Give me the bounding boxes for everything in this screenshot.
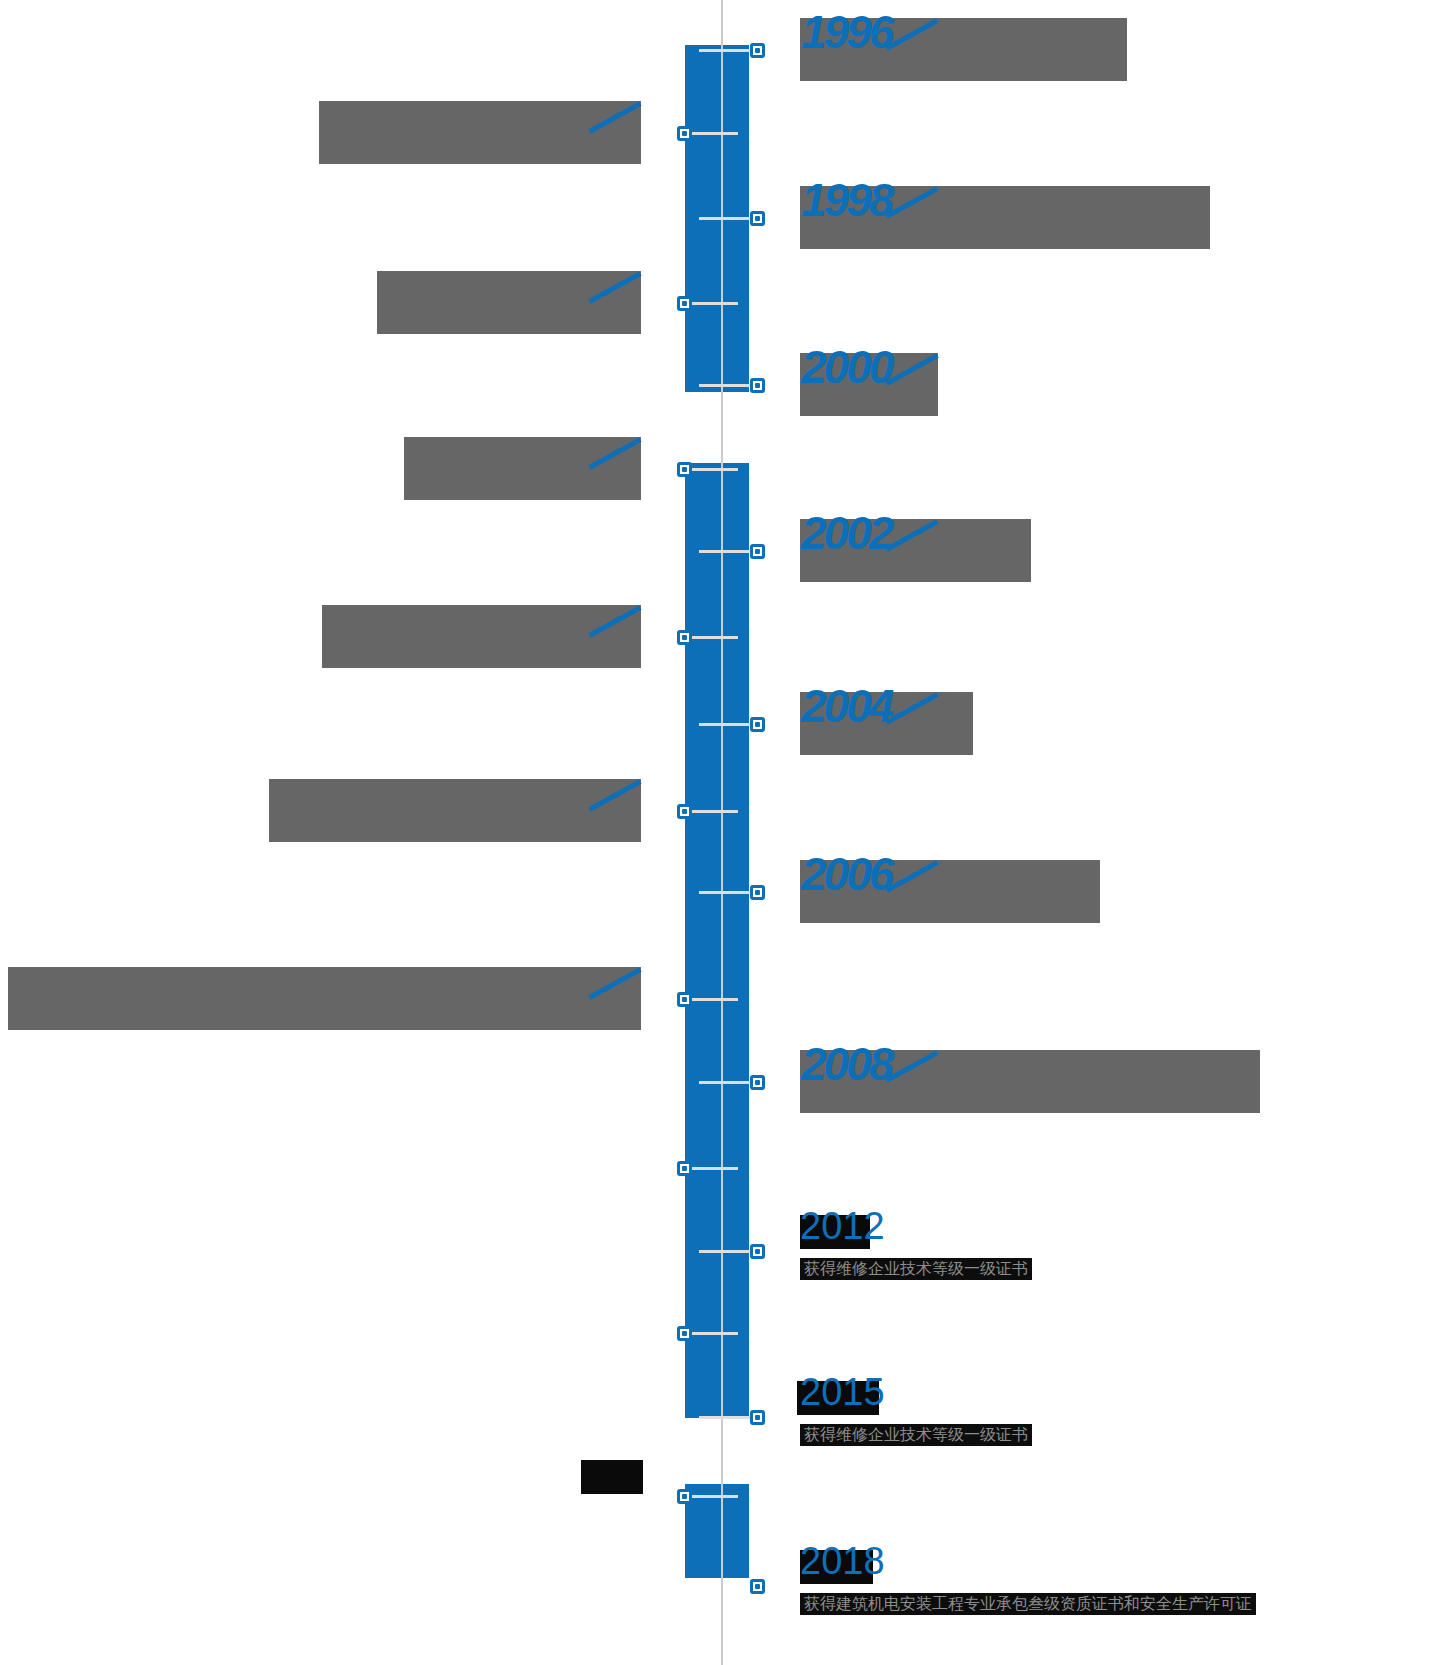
entry-year-label: 2012 [800, 1207, 885, 1245]
entry-connector-line [699, 891, 753, 894]
entry-connector-line [684, 1332, 738, 1335]
entry-marker-icon [677, 1489, 692, 1504]
timeline-bar-segment-3 [685, 1484, 749, 1578]
entry-connector-line [699, 217, 753, 220]
entry-year-label: 2004 [801, 683, 891, 729]
entry-year-label: 2015 [800, 1373, 885, 1411]
entry-connector-line [699, 49, 753, 52]
timeline-bar-segment-2 [685, 463, 749, 1418]
entry-year-label: 2018 [800, 1542, 885, 1580]
entry-marker-icon [750, 1579, 765, 1594]
entry-marker-icon [677, 462, 692, 477]
entry-marker-icon [677, 1161, 692, 1176]
entry-marker-icon [677, 126, 692, 141]
entry-marker-icon [750, 1075, 765, 1090]
year-selection-highlight [581, 1460, 643, 1494]
entry-marker-icon [677, 804, 692, 819]
entry-marker-icon [677, 630, 692, 645]
entry-marker-icon [750, 1410, 765, 1425]
entry-year-label: 2002 [801, 510, 891, 556]
entry-year-label: 2000 [801, 344, 891, 390]
entry-connector-line [699, 550, 753, 553]
entry-year-label: 1998 [801, 177, 891, 223]
entry-connector-line [684, 1495, 738, 1498]
entry-description: 获得建筑机电安装工程专业承包叁级资质证书和安全生产许可证 [800, 1593, 1256, 1615]
entry-connector-line [684, 810, 738, 813]
entry-year-label: 1996 [801, 9, 891, 55]
entry-marker-icon [750, 885, 765, 900]
entry-connector-line [699, 1416, 753, 1419]
entry-description: 获得维修企业技术等级一级证书 [800, 1258, 1032, 1280]
entry-marker-icon [750, 378, 765, 393]
entry-highlight-block [377, 271, 641, 334]
timeline-canvas: 1996 1997 1998 1999 2000 2001 [0, 0, 1435, 1665]
entry-highlight-block [269, 779, 641, 842]
entry-marker-icon [750, 43, 765, 58]
entry-connector-line [684, 1167, 738, 1170]
entry-marker-icon [677, 296, 692, 311]
entry-connector-line [684, 132, 738, 135]
entry-marker-icon [750, 211, 765, 226]
entry-connector-line [684, 998, 738, 1001]
entry-marker-icon [677, 1326, 692, 1341]
entry-year-label: 2006 [801, 851, 891, 897]
entry-year-label: 2008 [801, 1041, 891, 1087]
entry-connector-line [684, 302, 738, 305]
entry-connector-line [699, 384, 753, 387]
entry-connector-line [684, 468, 738, 471]
entry-highlight-block [404, 437, 641, 500]
entry-connector-line [684, 636, 738, 639]
entry-highlight-block [8, 967, 641, 1030]
entry-marker-icon [750, 1244, 765, 1259]
entry-marker-icon [750, 544, 765, 559]
entry-marker-icon [677, 992, 692, 1007]
entry-connector-line [699, 1081, 753, 1084]
entry-description: 获得维修企业技术等级一级证书 [800, 1424, 1032, 1446]
entry-highlight-block [322, 605, 641, 668]
entry-marker-icon [750, 717, 765, 732]
entry-connector-line [699, 723, 753, 726]
entry-connector-line [699, 1250, 753, 1253]
